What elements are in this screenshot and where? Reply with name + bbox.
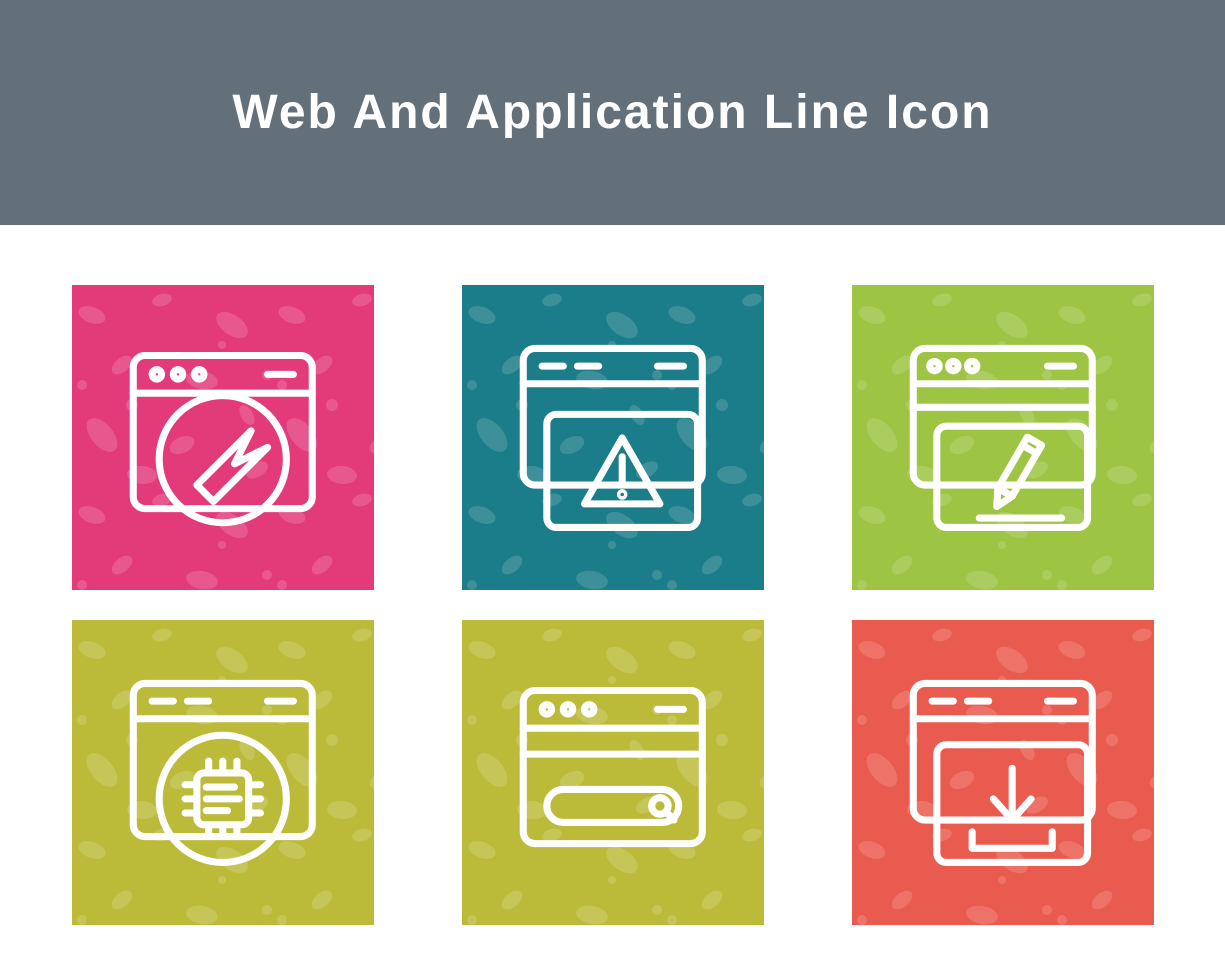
search-svg <box>495 654 731 892</box>
edit-svg <box>885 319 1121 557</box>
header-bar: Web And Application Line Icon <box>0 0 1225 225</box>
download-svg <box>885 654 1121 892</box>
browser-edit-icon <box>852 285 1154 590</box>
browser-navigate-icon <box>72 285 374 590</box>
header-title: Web And Application Line Icon <box>232 85 992 140</box>
cpu-svg <box>105 654 341 892</box>
warning-svg <box>495 319 731 557</box>
browser-cpu-icon <box>72 620 374 925</box>
browser-download-icon <box>852 620 1154 925</box>
navigate-svg <box>105 319 341 557</box>
browser-search-icon <box>462 620 764 925</box>
icon-grid <box>72 285 1154 925</box>
browser-warning-icon <box>462 285 764 590</box>
